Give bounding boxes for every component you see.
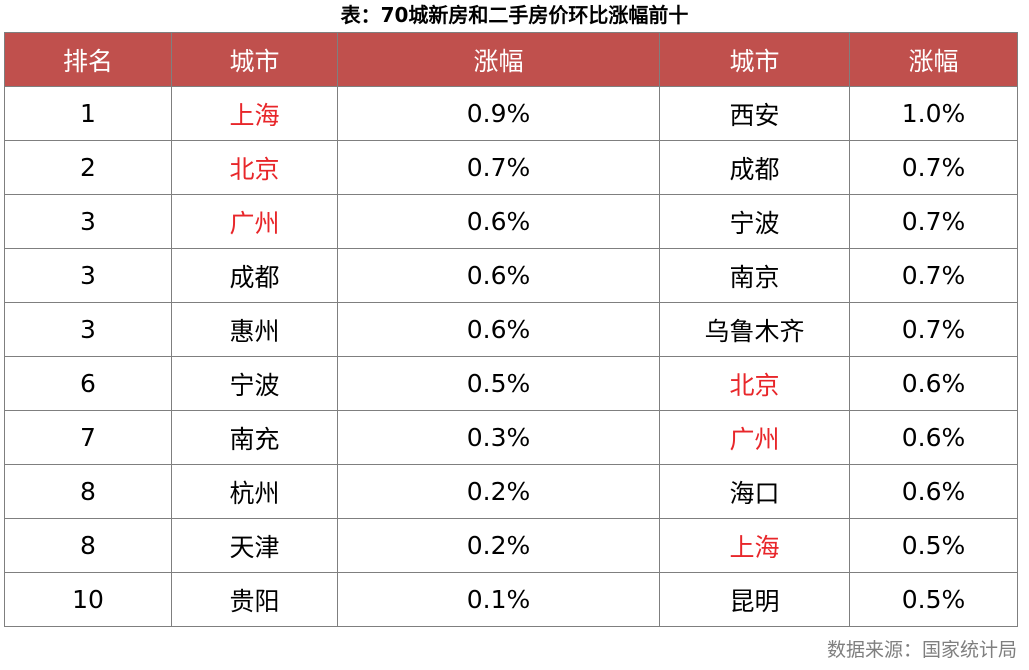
rank-cell: 7 <box>4 410 172 465</box>
change-second-cell: 0.7% <box>849 248 1018 303</box>
change-new-cell: 0.6% <box>337 194 660 249</box>
rank-cell: 8 <box>4 518 172 573</box>
header-row: 排名 城市 涨幅 城市 涨幅 <box>4 32 1018 87</box>
header-city-second: 城市 <box>659 32 850 87</box>
city-second-cell: 乌鲁木齐 <box>659 302 850 357</box>
header-change-second: 涨幅 <box>849 32 1018 87</box>
city-second-cell: 上海 <box>659 518 850 573</box>
table-row: 3 惠州 0.6% 乌鲁木齐 0.7% <box>4 302 1018 357</box>
change-new-cell: 0.2% <box>337 518 660 573</box>
table-row: 2 北京 0.7% 成都 0.7% <box>4 140 1018 195</box>
change-new-cell: 0.1% <box>337 572 660 627</box>
rank-cell: 8 <box>4 464 172 519</box>
city-second-cell: 成都 <box>659 140 850 195</box>
change-second-cell: 0.7% <box>849 140 1018 195</box>
city-second-cell: 南京 <box>659 248 850 303</box>
rank-cell: 3 <box>4 194 172 249</box>
table-row: 8 杭州 0.2% 海口 0.6% <box>4 464 1018 519</box>
city-second-cell: 宁波 <box>659 194 850 249</box>
change-new-cell: 0.5% <box>337 356 660 411</box>
rank-cell: 10 <box>4 572 172 627</box>
city-new-cell: 宁波 <box>171 356 338 411</box>
city-second-cell: 昆明 <box>659 572 850 627</box>
city-new-cell: 南充 <box>171 410 338 465</box>
rank-cell: 1 <box>4 86 172 141</box>
city-new-cell: 上海 <box>171 86 338 141</box>
table-row: 7 南充 0.3% 广州 0.6% <box>4 410 1018 465</box>
change-second-cell: 0.7% <box>849 194 1018 249</box>
rank-cell: 6 <box>4 356 172 411</box>
change-new-cell: 0.9% <box>337 86 660 141</box>
ranking-table: 排名 城市 涨幅 城市 涨幅 1 上海 0.9% 西安 1.0% 2 北京 0.7% 成都 0.7… <box>4 32 1018 627</box>
city-new-cell: 杭州 <box>171 464 338 519</box>
rank-cell: 2 <box>4 140 172 195</box>
city-new-cell: 广州 <box>171 194 338 249</box>
table-row: 8 天津 0.2% 上海 0.5% <box>4 518 1018 573</box>
change-second-cell: 0.5% <box>849 518 1018 573</box>
change-second-cell: 0.6% <box>849 464 1018 519</box>
rank-cell: 3 <box>4 248 172 303</box>
table-title: 表：70城新房和二手房价环比涨幅前十 <box>340 3 689 27</box>
city-second-cell: 海口 <box>659 464 850 519</box>
table-row: 6 宁波 0.5% 北京 0.6% <box>4 356 1018 411</box>
change-new-cell: 0.3% <box>337 410 660 465</box>
city-new-cell: 北京 <box>171 140 338 195</box>
city-second-cell: 广州 <box>659 410 850 465</box>
change-new-cell: 0.6% <box>337 248 660 303</box>
change-new-cell: 0.7% <box>337 140 660 195</box>
header-city-new: 城市 <box>171 32 338 87</box>
table-row: 10 贵阳 0.1% 昆明 0.5% <box>4 572 1018 627</box>
change-second-cell: 0.6% <box>849 410 1018 465</box>
change-new-cell: 0.6% <box>337 302 660 357</box>
change-second-cell: 0.7% <box>849 302 1018 357</box>
table-row: 3 广州 0.6% 宁波 0.7% <box>4 194 1018 249</box>
change-second-cell: 0.6% <box>849 356 1018 411</box>
city-new-cell: 天津 <box>171 518 338 573</box>
header-change-new: 涨幅 <box>337 32 660 87</box>
rank-cell: 3 <box>4 302 172 357</box>
change-second-cell: 0.5% <box>849 572 1018 627</box>
city-second-cell: 北京 <box>659 356 850 411</box>
city-second-cell: 西安 <box>659 86 850 141</box>
change-second-cell: 1.0% <box>849 86 1018 141</box>
city-new-cell: 贵阳 <box>171 572 338 627</box>
table-row: 1 上海 0.9% 西安 1.0% <box>4 86 1018 141</box>
data-source: 数据来源：国家统计局 <box>826 639 1017 661</box>
header-rank: 排名 <box>4 32 172 87</box>
change-new-cell: 0.2% <box>337 464 660 519</box>
table-row: 3 成都 0.6% 南京 0.7% <box>4 248 1018 303</box>
city-new-cell: 成都 <box>171 248 338 303</box>
city-new-cell: 惠州 <box>171 302 338 357</box>
